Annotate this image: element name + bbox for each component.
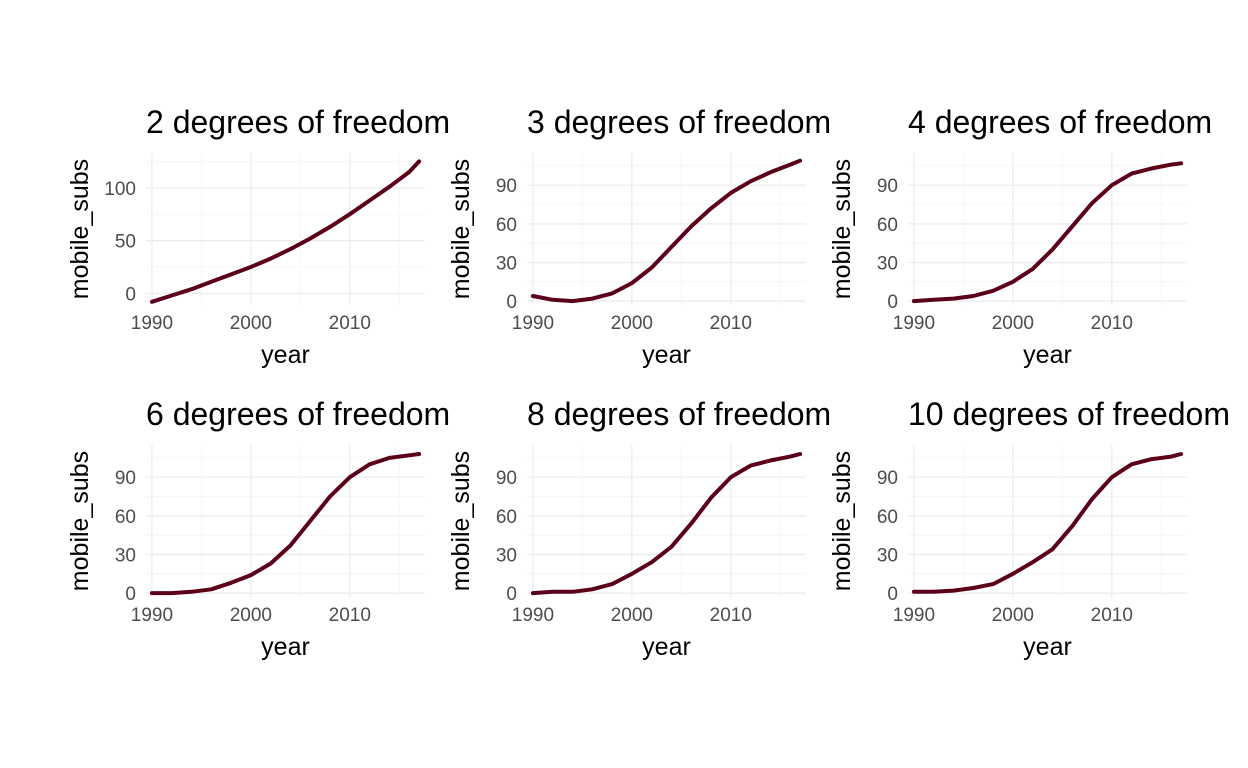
y-axis-title: mobile_subs xyxy=(66,451,94,591)
y-tick-label: 90 xyxy=(496,468,517,489)
series-line-1 xyxy=(911,161,1184,304)
x-axis-title: year xyxy=(642,341,691,369)
y-tick-label: 90 xyxy=(877,468,898,489)
series-line-1 xyxy=(149,159,422,304)
y-tick-label: 0 xyxy=(887,584,898,605)
x-axis-title: year xyxy=(261,341,310,369)
y-tick-label: 90 xyxy=(496,176,517,197)
y-tick-label: 50 xyxy=(115,232,136,253)
y-tick-label: 0 xyxy=(506,584,517,605)
x-tick-label: 1990 xyxy=(131,313,173,334)
x-tick-label: 1990 xyxy=(893,313,935,334)
facet-panel-6: 1990 2000 2010 0 30 60 90 10 degrees of freedom… xyxy=(828,396,1230,661)
x-tick-label: 2000 xyxy=(611,313,653,334)
x-tick-label: 2010 xyxy=(710,605,752,626)
y-tick-label: 60 xyxy=(115,507,136,528)
series-line-1 xyxy=(530,158,803,304)
x-axis-title: year xyxy=(642,633,691,661)
panel-title: 3 degrees of freedom xyxy=(527,104,831,140)
y-tick-label: 30 xyxy=(877,545,898,566)
y-tick-label: 90 xyxy=(115,468,136,489)
x-tick-label: 2010 xyxy=(329,313,371,334)
y-tick-label: 30 xyxy=(115,545,136,566)
panel-title: 10 degrees of freedom xyxy=(908,396,1230,432)
x-tick-label: 2000 xyxy=(230,605,272,626)
x-tick-label: 1990 xyxy=(131,605,173,626)
y-tick-label: 0 xyxy=(125,584,136,605)
y-tick-label: 0 xyxy=(125,284,136,305)
facet-panel-3: 1990 2000 2010 0 30 60 90 4 degrees of freedom y… xyxy=(828,104,1212,369)
series-line-1 xyxy=(530,452,803,596)
x-tick-label: 2010 xyxy=(1091,605,1133,626)
x-tick-label: 2010 xyxy=(710,313,752,334)
x-axis-title: year xyxy=(1023,633,1072,661)
x-tick-label: 2000 xyxy=(611,605,653,626)
x-tick-label: 2010 xyxy=(1091,313,1133,334)
panel-title: 6 degrees of freedom xyxy=(146,396,450,432)
x-tick-label: 2010 xyxy=(329,605,371,626)
series-line-1 xyxy=(149,452,422,596)
panel-title: 2 degrees of freedom xyxy=(146,104,450,140)
y-tick-label: 30 xyxy=(496,253,517,274)
y-tick-label: 60 xyxy=(496,507,517,528)
y-tick-label: 60 xyxy=(877,507,898,528)
x-tick-label: 2000 xyxy=(992,605,1034,626)
panel-title: 4 degrees of freedom xyxy=(908,104,1212,140)
panel-title: 8 degrees of freedom xyxy=(527,396,831,432)
x-tick-label: 1990 xyxy=(893,605,935,626)
y-tick-label: 60 xyxy=(496,215,517,236)
x-tick-label: 1990 xyxy=(512,313,554,334)
y-tick-label: 90 xyxy=(877,176,898,197)
y-tick-label: 30 xyxy=(496,545,517,566)
facet-panel-2: 1990 2000 2010 0 30 60 90 3 degrees of freedom y… xyxy=(447,104,831,369)
y-axis-title: mobile_subs xyxy=(828,451,856,591)
y-tick-label: 60 xyxy=(877,215,898,236)
x-tick-label: 2000 xyxy=(992,313,1034,334)
y-tick-label: 100 xyxy=(104,179,136,200)
x-axis-title: year xyxy=(1023,341,1072,369)
facet-panel-1: 1990 2000 2010 0 50 100 2 degrees of freedom ye… xyxy=(66,104,450,369)
y-axis-title: mobile_subs xyxy=(66,159,94,299)
x-axis-title: year xyxy=(261,633,310,661)
y-axis-title: mobile_subs xyxy=(447,159,475,299)
y-tick-label: 0 xyxy=(506,292,517,313)
x-tick-label: 1990 xyxy=(512,605,554,626)
y-tick-label: 30 xyxy=(877,253,898,274)
facet-panel-4: 1990 2000 2010 0 30 60 90 6 degrees of freedom y… xyxy=(66,396,450,661)
y-axis-title: mobile_subs xyxy=(447,451,475,591)
y-axis-title: mobile_subs xyxy=(828,159,856,299)
x-tick-label: 2000 xyxy=(230,313,272,334)
y-tick-label: 0 xyxy=(887,292,898,313)
series-line-1 xyxy=(911,452,1184,594)
facet-panel-5: 1990 2000 2010 0 30 60 90 8 degrees of freedom y… xyxy=(447,396,831,661)
